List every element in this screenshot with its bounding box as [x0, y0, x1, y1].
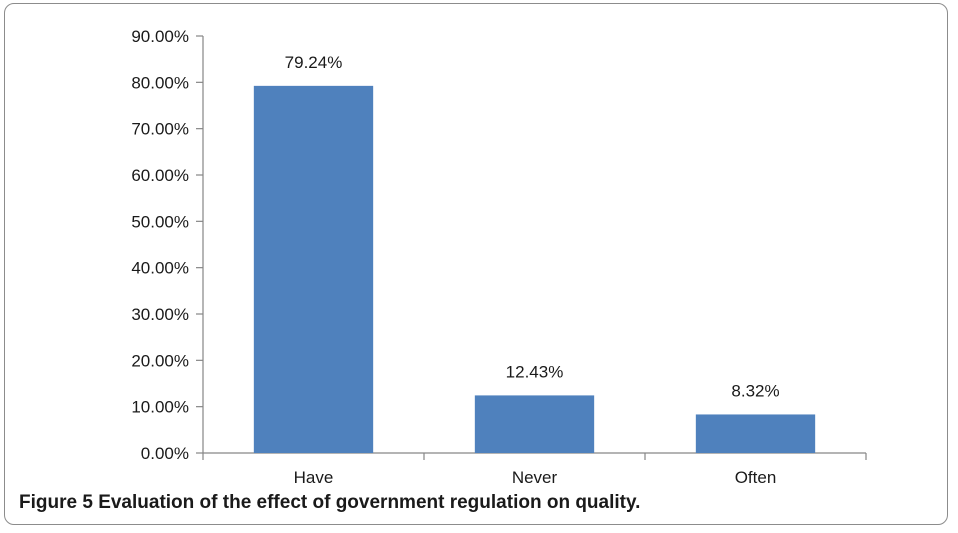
y-tick-label: 90.00%: [131, 27, 189, 46]
y-tick-label: 10.00%: [131, 398, 189, 417]
y-tick-label: 40.00%: [131, 259, 189, 278]
x-category-label-have: Have: [294, 468, 334, 484]
x-category-label-often: Often: [735, 468, 777, 484]
y-tick-label: 80.00%: [131, 73, 189, 92]
y-tick-label: 70.00%: [131, 120, 189, 139]
bars: [253, 85, 816, 453]
y-tick-label: 20.00%: [131, 351, 189, 370]
bar-chart: 0.00% 10.00% 20.00% 30.00% 40.00% 50.00% 60.00…: [131, 27, 867, 484]
data-label-have: 79.24%: [285, 53, 343, 72]
y-axis: 0.00% 10.00% 20.00% 30.00% 40.00% 50.00% 60.00…: [131, 27, 204, 463]
bar-often: [695, 414, 816, 453]
y-tick-label: 0.00%: [141, 444, 189, 463]
y-tick-label: 60.00%: [131, 166, 189, 185]
figure-caption-text: Evaluation of the effect of government r…: [98, 492, 641, 513]
bar-have: [253, 85, 374, 453]
figure-frame: 0.00% 10.00% 20.00% 30.00% 40.00% 50.00% 60.00…: [4, 3, 948, 525]
x-axis: Have Never Often: [202, 452, 867, 484]
data-labels: 79.24% 12.43% 8.32%: [285, 53, 780, 401]
data-label-often: 8.32%: [731, 381, 779, 400]
figure-caption: Figure 5 Evaluation of the effect of gov…: [19, 492, 640, 514]
x-category-label-never: Never: [512, 468, 558, 484]
bar-never: [474, 395, 595, 453]
y-tick-label: 50.00%: [131, 212, 189, 231]
figure-number: Figure 5: [19, 492, 93, 513]
y-tick-label: 30.00%: [131, 305, 189, 324]
data-label-never: 12.43%: [506, 362, 564, 381]
